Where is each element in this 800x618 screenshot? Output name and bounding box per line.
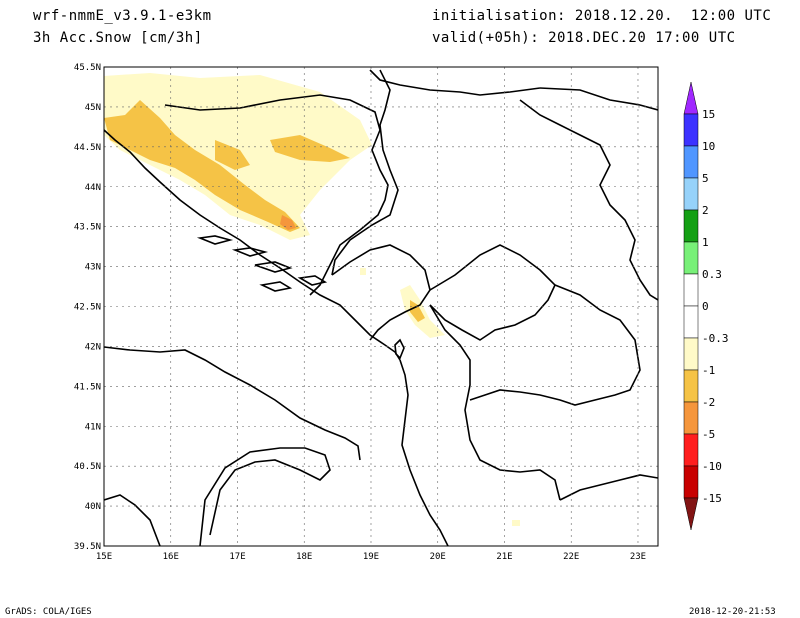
colorbar-top-arrow (683, 81, 699, 115)
snow-light-dot2 (512, 520, 520, 526)
plot-area (104, 67, 658, 546)
coastline-croatia-montenegro (104, 129, 401, 361)
lat-tick-label: 43.5N (74, 223, 101, 233)
lon-tick-label: 19E (363, 552, 379, 562)
island-korcula (254, 261, 293, 273)
snow-medium-ridge (104, 100, 300, 232)
snow-light-dot1 (360, 268, 366, 275)
snow-medium-south (410, 300, 425, 322)
lat-tick-labels: 39.5N 40N 40.5N 41N 41.5N 42N 42.5N 43N 43.5N 44N… (74, 63, 101, 552)
lake-scutari (394, 338, 405, 360)
snow-medium-patch (270, 135, 350, 162)
init-time: initialisation: 2018.12.20. 12:00 UTC (432, 8, 772, 24)
border-greece (559, 474, 658, 501)
island-hvar (196, 235, 234, 245)
colorbar-swatch (683, 273, 699, 307)
colorbar-swatch (683, 433, 699, 467)
coastline-italy (104, 346, 361, 461)
colorbar: 15 10 5 2 1 0.3 0 -0.3 -1 -2 -5 -10 -15 (683, 81, 729, 531)
field-title: 3h Acc.Snow [cm/3h] (33, 30, 203, 46)
snow-medium-patch2 (215, 140, 250, 170)
colorbar-swatch (683, 177, 699, 211)
lon-tick-label: 21E (496, 552, 512, 562)
lon-tick-labels: 15E 16E 17E 18E 19E 20E 21E 22E 23E (96, 552, 646, 562)
lat-tick-label: 45N (85, 103, 101, 113)
colorbar-label: 0.3 (702, 268, 722, 281)
colorbar-label: 2 (702, 204, 709, 217)
border-albania-macedonia (429, 304, 561, 501)
border-bosnia-serbia (331, 69, 399, 276)
border-serbia-east (519, 99, 658, 301)
lat-tick-label: 43N (85, 263, 101, 273)
model-title: wrf-nmmE_v3.9.1-e3km (33, 8, 212, 24)
colorbar-label: -1 (702, 364, 715, 377)
lat-tick-label: 42.5N (74, 303, 101, 313)
graticule (104, 67, 658, 546)
snow-shading (104, 73, 520, 526)
coastline-italy-south (104, 494, 161, 546)
colorbar-swatch (683, 337, 699, 371)
island-lastovo (259, 281, 293, 292)
colorbar-label: 0 (702, 300, 709, 313)
lat-tick-label: 39.5N (74, 542, 101, 552)
lon-tick-label: 22E (563, 552, 579, 562)
border-north-upper (369, 69, 541, 96)
border-croatia-bosnia (164, 94, 389, 296)
valid-time: valid(+05h): 2018.DEC.20 17:00 UTC (432, 30, 736, 46)
plot-frame (103, 66, 659, 547)
lat-tick-label: 41.5N (74, 382, 101, 392)
colorbar-swatch (683, 241, 699, 275)
lat-tick-label: 41N (85, 422, 101, 432)
footer-timestamp: 2018-12-20-21:53 (689, 607, 776, 617)
footer-credit: GrADS: COLA/IGES (5, 607, 92, 617)
border-serbia-kosovo (429, 244, 556, 341)
lat-tick-label: 44.5N (74, 143, 101, 153)
island-brac (231, 247, 269, 257)
lon-tick-label: 23E (630, 552, 646, 562)
colorbar-label: 1 (702, 236, 709, 249)
island-mljet (297, 275, 328, 286)
coastline-salento (199, 447, 331, 546)
lat-tick-label: 40.5N (74, 462, 101, 472)
border-northeast (539, 87, 658, 111)
colorbar-bottom-arrow (683, 497, 699, 531)
colorbar-swatch (683, 401, 699, 435)
colorbar-label: -0.3 (702, 332, 729, 345)
colorbar-label: 15 (702, 108, 715, 121)
lat-tick-label: 40N (85, 502, 101, 512)
border-montenegro (331, 244, 431, 341)
lat-tick-label: 45.5N (74, 63, 101, 73)
colorbar-label: -15 (702, 492, 722, 505)
border-macedonia-bulgaria (469, 284, 641, 406)
colorbar-swatch (683, 305, 699, 339)
lon-tick-label: 16E (163, 552, 179, 562)
lon-tick-label: 20E (430, 552, 446, 562)
colorbar-label: 5 (702, 172, 709, 185)
colorbar-label: -10 (702, 460, 722, 473)
lon-tick-label: 17E (229, 552, 245, 562)
lon-tick-label: 18E (296, 552, 312, 562)
snow-light-south (400, 285, 445, 338)
colorbar-swatch (683, 209, 699, 243)
lat-tick-label: 42N (85, 342, 101, 352)
lon-tick-label: 15E (96, 552, 112, 562)
colorbar-label: -2 (702, 396, 715, 409)
colorbar-swatch (683, 113, 699, 147)
lat-tick-label: 44N (85, 183, 101, 193)
colorbar-swatch (683, 465, 699, 499)
colorbar-label: 10 (702, 140, 715, 153)
colorbar-swatch (683, 369, 699, 403)
coastline-albania (399, 359, 449, 546)
colorbar-swatch (683, 145, 699, 179)
colorbar-label: -5 (702, 428, 715, 441)
snow-heavy-spot (280, 215, 296, 230)
